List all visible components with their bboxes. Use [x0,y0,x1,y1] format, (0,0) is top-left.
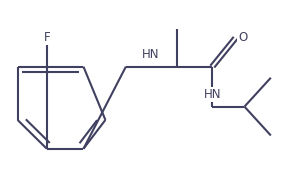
Text: F: F [43,31,50,44]
Text: O: O [239,31,248,44]
Text: HN: HN [204,88,221,101]
Text: HN: HN [142,48,160,61]
